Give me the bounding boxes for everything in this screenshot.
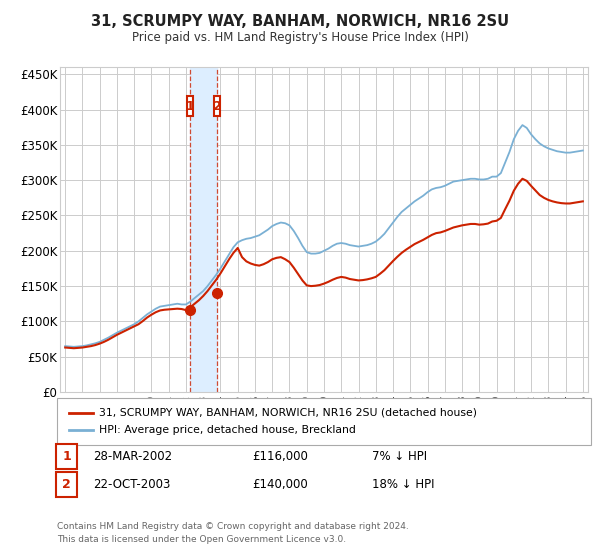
Text: 18% ↓ HPI: 18% ↓ HPI [372, 478, 434, 491]
Text: 31, SCRUMPY WAY, BANHAM, NORWICH, NR16 2SU: 31, SCRUMPY WAY, BANHAM, NORWICH, NR16 2… [91, 14, 509, 29]
Text: 2: 2 [62, 478, 71, 491]
Text: 1: 1 [185, 100, 194, 113]
FancyBboxPatch shape [214, 96, 220, 116]
Text: HPI: Average price, detached house, Breckland: HPI: Average price, detached house, Brec… [99, 424, 356, 435]
Text: 2: 2 [213, 100, 221, 113]
Text: 28-MAR-2002: 28-MAR-2002 [93, 450, 172, 463]
Text: Price paid vs. HM Land Registry's House Price Index (HPI): Price paid vs. HM Land Registry's House … [131, 31, 469, 44]
Text: 7% ↓ HPI: 7% ↓ HPI [372, 450, 427, 463]
Text: This data is licensed under the Open Government Licence v3.0.: This data is licensed under the Open Gov… [57, 534, 346, 544]
Text: 1: 1 [62, 450, 71, 463]
Text: 22-OCT-2003: 22-OCT-2003 [93, 478, 170, 491]
Text: £140,000: £140,000 [252, 478, 308, 491]
Bar [190, 67, 217, 392]
Text: Contains HM Land Registry data © Crown copyright and database right 2024.: Contains HM Land Registry data © Crown c… [57, 522, 409, 531]
Text: 31, SCRUMPY WAY, BANHAM, NORWICH, NR16 2SU (detached house): 31, SCRUMPY WAY, BANHAM, NORWICH, NR16 2… [99, 408, 477, 418]
Text: £116,000: £116,000 [252, 450, 308, 463]
FancyBboxPatch shape [187, 96, 193, 116]
